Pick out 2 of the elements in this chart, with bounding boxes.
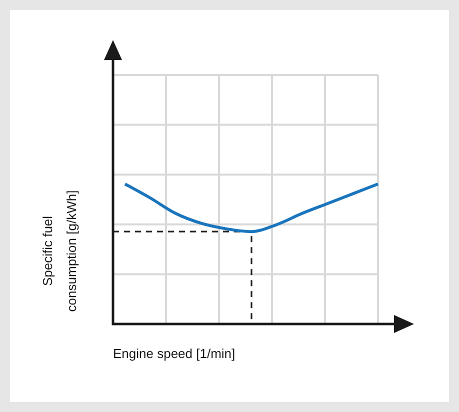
y-axis-title: Specific fuel consumption [g/kWh] (40, 190, 79, 312)
x-axis-title: Engine speed [1/min] (113, 346, 236, 361)
